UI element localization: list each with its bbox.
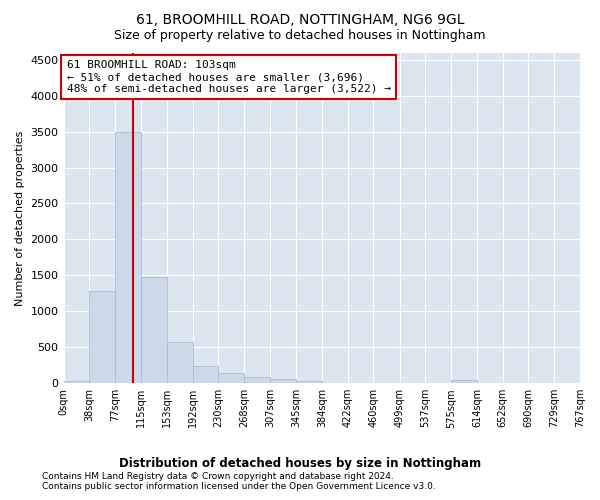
Bar xyxy=(218,373,244,383)
Bar xyxy=(270,379,296,383)
Bar xyxy=(296,381,322,383)
Bar xyxy=(64,381,89,383)
Text: Size of property relative to detached houses in Nottingham: Size of property relative to detached ho… xyxy=(114,29,486,42)
Bar xyxy=(193,366,218,383)
Bar xyxy=(244,378,270,383)
Text: Distribution of detached houses by size in Nottingham: Distribution of detached houses by size … xyxy=(119,458,481,470)
Bar xyxy=(451,380,477,383)
Bar xyxy=(115,132,141,383)
Text: Contains public sector information licensed under the Open Government Licence v3: Contains public sector information licen… xyxy=(42,482,436,491)
Text: 61 BROOMHILL ROAD: 103sqm
← 51% of detached houses are smaller (3,696)
48% of se: 61 BROOMHILL ROAD: 103sqm ← 51% of detac… xyxy=(67,60,391,94)
Bar xyxy=(167,342,193,383)
Text: Contains HM Land Registry data © Crown copyright and database right 2024.: Contains HM Land Registry data © Crown c… xyxy=(42,472,394,481)
Bar xyxy=(141,278,167,383)
Text: 61, BROOMHILL ROAD, NOTTINGHAM, NG6 9GL: 61, BROOMHILL ROAD, NOTTINGHAM, NG6 9GL xyxy=(136,12,464,26)
Bar xyxy=(89,291,115,383)
Y-axis label: Number of detached properties: Number of detached properties xyxy=(15,130,25,306)
